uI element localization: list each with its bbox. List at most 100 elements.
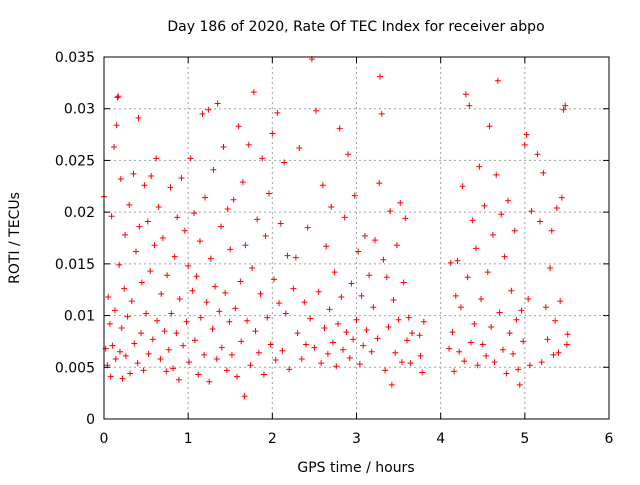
data-point (149, 336, 156, 343)
data-point (491, 359, 498, 366)
data-point (202, 194, 208, 201)
data-point (161, 328, 168, 335)
data-point (353, 316, 360, 323)
data-point (189, 287, 196, 294)
data-point (203, 299, 210, 306)
data-point (138, 330, 145, 337)
data-point (506, 330, 513, 337)
data-point (290, 285, 297, 292)
data-point (416, 332, 423, 339)
data-point (417, 352, 424, 359)
data-point (227, 246, 234, 253)
data-point (558, 194, 565, 201)
data-point (250, 89, 257, 96)
chart-title: Day 186 of 2020, Rate Of TEC Index for r… (167, 19, 544, 35)
data-point (296, 145, 303, 152)
data-point (382, 367, 389, 374)
data-point (562, 102, 569, 109)
data-point (112, 356, 119, 363)
data-point (393, 242, 400, 249)
data-point (239, 179, 246, 186)
data-point (122, 352, 129, 359)
data-point (257, 290, 264, 297)
data-point (521, 141, 528, 148)
data-point (255, 349, 262, 356)
y-tick-label: 0.01 (64, 309, 95, 325)
data-point (505, 197, 511, 204)
data-point (114, 94, 121, 101)
data-point (181, 227, 188, 234)
data-point (117, 176, 124, 183)
data-point (111, 307, 118, 314)
x-tick-label: 6 (605, 431, 614, 447)
data-point (282, 310, 289, 317)
data-point (196, 238, 203, 245)
data-point (456, 348, 463, 355)
data-point (321, 324, 328, 331)
data-point (233, 373, 240, 380)
data-point (358, 292, 365, 299)
data-point (214, 100, 221, 107)
data-point (224, 206, 231, 213)
data-point (249, 264, 256, 271)
data-point (143, 310, 150, 317)
data-point (486, 123, 493, 130)
data-point (259, 155, 266, 162)
data-point (264, 314, 271, 321)
data-point (226, 318, 233, 325)
data-point (542, 304, 549, 311)
data-point (135, 115, 142, 122)
tick-labels-layer: 0 1 2 3 4 5 6 0 0.005 0.01 0.015 0.02 0.025 0.03 0.035 (55, 50, 614, 447)
data-point (186, 359, 193, 366)
data-point (457, 304, 464, 311)
data-point (552, 317, 559, 324)
data-point (205, 106, 212, 113)
data-point (323, 243, 330, 250)
data-point (216, 308, 223, 315)
data-point (265, 190, 272, 197)
data-point (122, 231, 129, 238)
x-tick-label: 0 (100, 431, 109, 447)
data-point (148, 172, 155, 179)
data-point (171, 253, 178, 260)
data-point (115, 93, 122, 100)
data-point (343, 329, 350, 336)
data-point (540, 169, 547, 176)
data-point (372, 237, 379, 244)
data-point (134, 360, 141, 367)
data-point (544, 336, 551, 343)
data-point (105, 293, 112, 300)
data-point (173, 330, 180, 337)
data-point (526, 362, 533, 369)
data-point (223, 367, 230, 374)
data-point (111, 143, 118, 150)
data-point (493, 171, 500, 178)
data-point (395, 316, 402, 323)
data-point (109, 342, 116, 349)
x-tick-label: 1 (184, 431, 193, 447)
data-point (128, 298, 135, 305)
data-point (466, 102, 473, 109)
data-point (238, 338, 245, 345)
data-point (471, 320, 478, 327)
data-point (503, 370, 510, 377)
data-point (277, 220, 284, 227)
data-point (116, 348, 123, 355)
data-point (151, 242, 158, 249)
data-point (126, 201, 133, 208)
data-point (313, 107, 320, 114)
data-point (217, 223, 224, 230)
data-point (564, 331, 571, 338)
data-point (336, 125, 343, 132)
data-point (113, 122, 120, 129)
data-point (222, 289, 229, 296)
data-point (144, 218, 151, 225)
data-point (370, 304, 377, 311)
data-point (385, 323, 392, 330)
data-point (378, 110, 385, 117)
data-point (132, 248, 139, 255)
data-point (449, 329, 456, 336)
data-point (131, 340, 138, 347)
ticks-layer (103, 56, 610, 420)
data-point (474, 362, 481, 369)
